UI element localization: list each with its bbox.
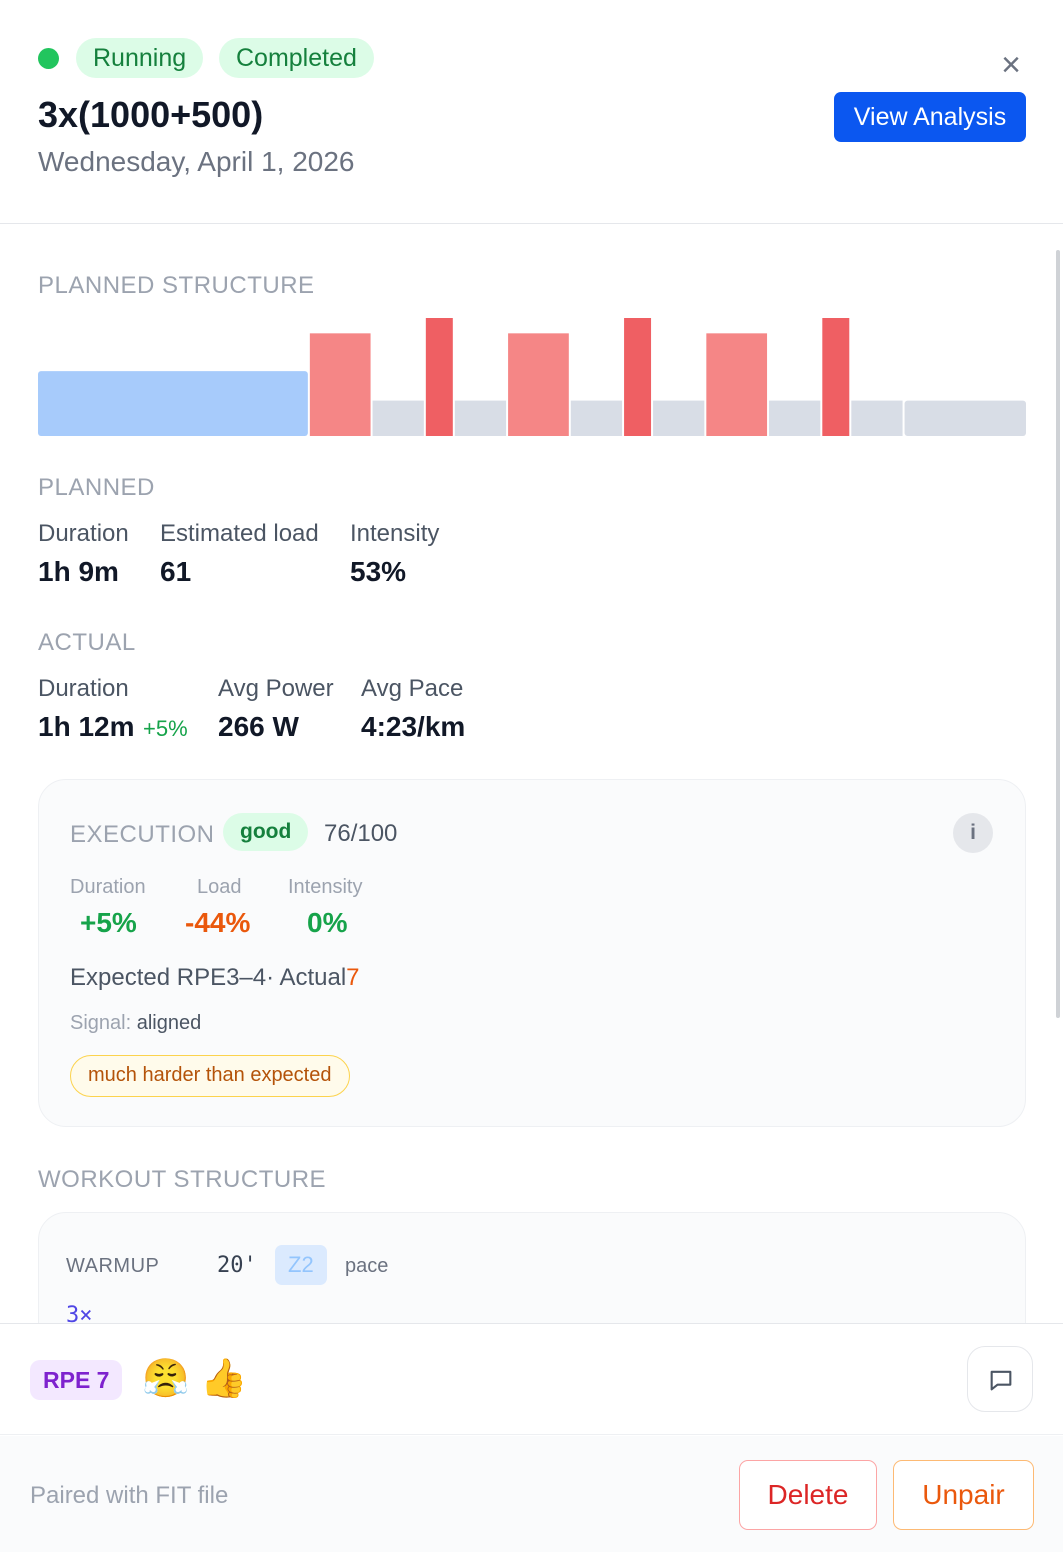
actions-footer: Paired with FIT file Delete Unpair — [0, 1436, 1063, 1552]
structure-bar-work — [309, 333, 371, 436]
actual-pace-value: 4:23/km — [361, 711, 466, 742]
feeling-emoji-icon[interactable]: 😤 — [142, 1358, 190, 1400]
comment-icon — [990, 1370, 1012, 1391]
structure-bar-cooldown — [904, 400, 1026, 436]
workout-header: Running Completed × 3x(1000+500) Wednesd… — [0, 0, 1063, 224]
structure-bar-recovery — [653, 400, 705, 436]
exec-load-label: Load — [197, 876, 242, 898]
rpe-actual-value: 7 — [346, 964, 360, 991]
delete-button[interactable]: Delete — [739, 1460, 877, 1530]
workout-structure-label: WORKOUT STRUCTURE — [38, 1166, 327, 1193]
planned-structure-label: PLANNED STRUCTURE — [38, 272, 315, 299]
execution-card: EXECUTION good 76/100 i Duration +5% Loa… — [38, 779, 1026, 1127]
planned-structure-chart — [38, 318, 1026, 436]
structure-bar-hard — [624, 318, 652, 436]
actual-duration-value: 1h 12m — [38, 711, 135, 742]
unpair-button[interactable]: Unpair — [893, 1460, 1034, 1530]
feedback-bar: RPE 7 😤 👍 — [0, 1323, 1063, 1435]
structure-bar-work — [508, 333, 569, 436]
structure-bar-hard — [425, 318, 453, 436]
view-analysis-button[interactable]: View Analysis — [834, 92, 1026, 142]
signal-label: Signal: — [70, 1012, 132, 1034]
planned-load-value: 61 — [160, 556, 192, 587]
thumbs-up-icon[interactable]: 👍 — [200, 1358, 248, 1400]
execution-rating-badge: good — [223, 813, 309, 851]
actual-duration-delta: +5% — [143, 716, 188, 741]
sport-badge: Running — [76, 38, 204, 78]
ws-row-metric: pace — [345, 1255, 389, 1277]
paired-status: Paired with FIT file — [30, 1482, 229, 1509]
structure-bar-work — [706, 333, 768, 436]
signal-value: aligned — [136, 1012, 202, 1034]
structure-bar-recovery — [851, 400, 903, 436]
status-dot — [38, 48, 59, 69]
warning-pill: much harder than expected — [70, 1055, 350, 1097]
actual-power-value: 266 W — [218, 711, 299, 742]
signal-line: Signal: aligned — [70, 1012, 201, 1035]
close-icon[interactable]: × — [1001, 46, 1021, 84]
status-badge: Completed — [219, 38, 374, 78]
execution-score: 76/100 — [324, 820, 398, 847]
planned-duration-label: Duration — [38, 520, 129, 547]
workout-title: 3x(1000+500) — [38, 94, 264, 135]
actual-duration-label: Duration — [38, 675, 129, 702]
ws-row-duration: 20' — [217, 1253, 257, 1278]
exec-duration-label: Duration — [70, 876, 146, 898]
structure-bar-warmup — [38, 371, 308, 436]
structure-bar-recovery — [454, 400, 507, 436]
structure-bar-recovery — [372, 400, 424, 436]
exec-intensity-value: 0% — [307, 907, 348, 938]
rpe-badge[interactable]: RPE 7 — [30, 1360, 123, 1400]
scrollbar[interactable] — [1056, 250, 1060, 1018]
info-icon[interactable]: i — [953, 813, 993, 853]
planned-intensity-value: 53% — [350, 556, 407, 587]
planned-label: PLANNED — [38, 474, 155, 501]
exec-intensity-label: Intensity — [288, 876, 363, 898]
exec-duration-value: +5% — [80, 907, 137, 938]
ws-row-name: WARMUP — [66, 1255, 160, 1277]
structure-bar-hard — [822, 318, 850, 436]
comment-button[interactable] — [967, 1346, 1033, 1412]
rpe-expected-text: Expected RPE3–4· Actual — [70, 964, 347, 991]
actual-pace-label: Avg Pace — [361, 675, 464, 702]
actual-label: ACTUAL — [38, 629, 136, 656]
structure-bar-recovery — [769, 400, 821, 436]
execution-label: EXECUTION — [70, 821, 215, 848]
planned-load-label: Estimated load — [160, 520, 319, 547]
rpe-comparison: Expected RPE3–4· Actual7 — [70, 964, 360, 992]
planned-duration-value: 1h 9m — [38, 556, 119, 587]
exec-load-value: -44% — [185, 907, 251, 938]
planned-intensity-label: Intensity — [350, 520, 440, 547]
workout-date: Wednesday, April 1, 2026 — [38, 146, 355, 177]
actual-power-label: Avg Power — [218, 675, 334, 702]
ws-row-zone-badge: Z2 — [275, 1245, 327, 1285]
structure-bar-recovery — [570, 400, 623, 436]
